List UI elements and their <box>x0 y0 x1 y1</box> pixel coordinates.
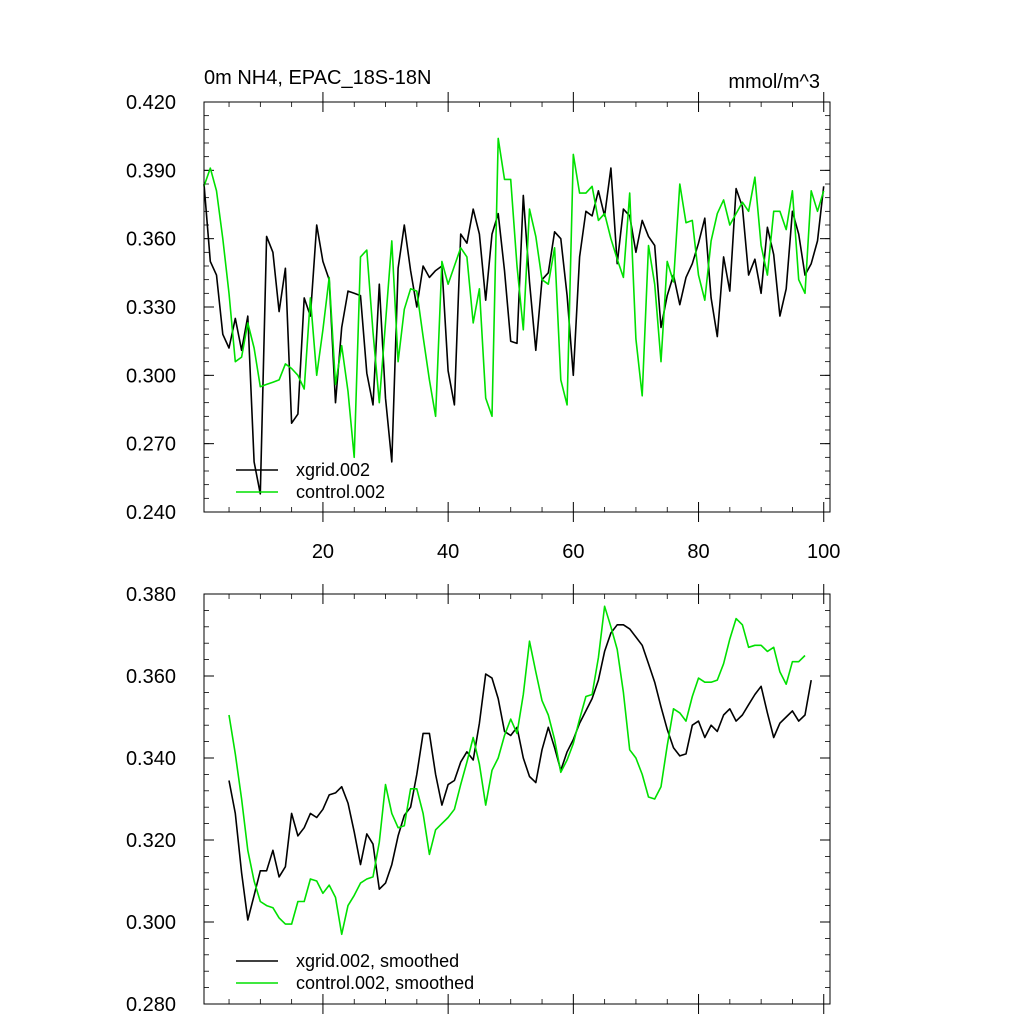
tick-marks <box>204 584 830 1014</box>
legend-label-control-smoothed: control.002, smoothed <box>296 973 474 993</box>
y-tick-labels: 0.280 0.300 0.320 0.340 0.360 0.380 <box>126 584 176 1016</box>
chart-title: 0m NH4, EPAC_18S-18N <box>204 67 432 89</box>
y-tick-labels: 0.240 0.270 0.300 0.330 0.360 0.390 0.420 <box>126 92 176 524</box>
plot-frame <box>203 101 831 513</box>
x-tick-label: 20 <box>312 541 334 563</box>
legend-label-xgrid: xgrid.002 <box>296 460 370 480</box>
x-tick-label: 80 <box>687 541 709 563</box>
series-line-xgrid <box>228 623 812 921</box>
y-tick-label: 0.320 <box>126 830 176 852</box>
x-tick-label: 100 <box>807 541 840 563</box>
legend-label-xgrid-smoothed: xgrid.002, smoothed <box>296 951 459 971</box>
chart-units: mmol/m^3 <box>728 71 820 93</box>
y-tick-label: 0.330 <box>126 297 176 319</box>
series-lines <box>228 605 812 936</box>
y-tick-label: 0.270 <box>126 434 176 456</box>
y-tick-label: 0.360 <box>126 666 176 688</box>
legend: xgrid.002, smoothed control.002, smoothe… <box>236 951 474 993</box>
legend-label-control: control.002 <box>296 482 385 502</box>
y-tick-label: 0.300 <box>126 365 176 387</box>
x-tick-label: 60 <box>562 541 584 563</box>
chart-panel-raw: 0m NH4, EPAC_18S-18N mmol/m^3 0.240 0.270… <box>126 67 840 563</box>
y-tick-label: 0.280 <box>126 994 176 1016</box>
series-line-control <box>203 137 825 459</box>
legend: xgrid.002 control.002 <box>236 460 385 502</box>
y-tick-label: 0.340 <box>126 748 176 770</box>
plot-frame <box>203 593 831 1005</box>
y-tick-label: 0.240 <box>126 502 176 524</box>
x-tick-labels: 20 40 60 80 100 <box>312 541 841 563</box>
chart-panel-smoothed: 0.280 0.300 0.320 0.340 0.360 0.380 xgrid.002… <box>126 584 831 1016</box>
tick-marks <box>204 92 830 522</box>
series-line-xgrid <box>203 167 825 495</box>
series-lines <box>203 137 825 495</box>
y-tick-label: 0.380 <box>126 584 176 606</box>
y-tick-label: 0.300 <box>126 912 176 934</box>
series-line-control <box>228 605 806 936</box>
y-tick-label: 0.420 <box>126 92 176 114</box>
y-tick-label: 0.360 <box>126 229 176 251</box>
y-tick-label: 0.390 <box>126 160 176 182</box>
x-tick-label: 40 <box>437 541 459 563</box>
